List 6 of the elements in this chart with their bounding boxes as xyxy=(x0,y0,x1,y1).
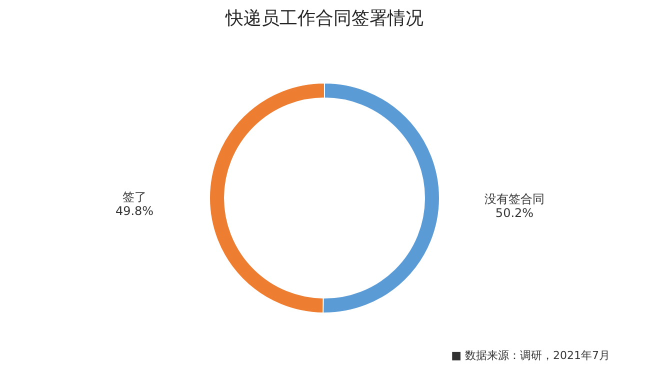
slice-label: 签了 xyxy=(122,190,147,204)
chart-title: 快递员工作合同签署情况 xyxy=(224,8,424,29)
data-label: 49.8% xyxy=(115,204,154,218)
slice-label: 没有签合同 xyxy=(484,192,544,206)
text: ■ 数据来源：调研，2021年7月 xyxy=(451,349,610,362)
data-label: 50.2% xyxy=(495,206,534,220)
